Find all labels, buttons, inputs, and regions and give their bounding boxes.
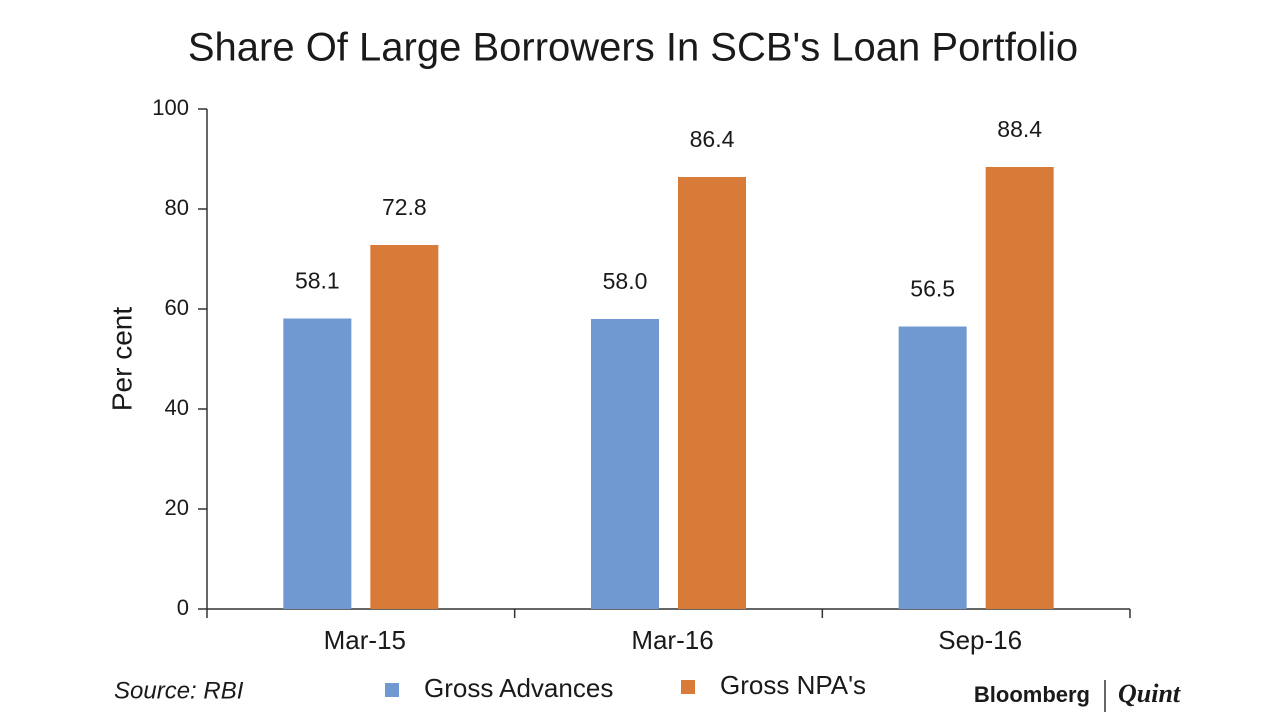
chart-title: Share Of Large Borrowers In SCB's Loan P…	[188, 26, 1078, 70]
y-axis-label: Per cent	[106, 307, 137, 411]
legend-swatch	[681, 680, 695, 694]
bar	[678, 177, 746, 609]
y-tick-label: 60	[165, 295, 189, 320]
x-tick-label: Mar-16	[631, 625, 713, 655]
bar	[370, 245, 439, 609]
y-tick-label: 0	[177, 595, 189, 620]
bar	[898, 326, 967, 609]
data-label: 86.4	[690, 126, 735, 152]
legend-label: Gross NPA's	[720, 670, 866, 700]
x-tick-label: Sep-16	[938, 625, 1022, 655]
bar	[985, 167, 1054, 609]
data-label: 72.8	[382, 194, 427, 220]
legend-swatch	[385, 683, 399, 697]
data-label: 56.5	[910, 276, 955, 302]
y-tick-label: 80	[165, 195, 189, 220]
y-tick-label: 100	[152, 95, 189, 120]
bar	[591, 319, 659, 609]
y-tick-label: 20	[165, 495, 189, 520]
brand: Quint	[1118, 679, 1181, 708]
x-tick-label: Mar-15	[324, 625, 406, 655]
data-label: 88.4	[997, 116, 1042, 142]
y-tick-label: 40	[165, 395, 189, 420]
brand: Bloomberg	[974, 682, 1090, 707]
bar	[283, 318, 352, 609]
source: Source: RBI	[114, 677, 244, 704]
legend-label: Gross Advances	[424, 673, 613, 703]
data-label: 58.0	[603, 268, 648, 294]
data-label: 58.1	[295, 268, 340, 294]
